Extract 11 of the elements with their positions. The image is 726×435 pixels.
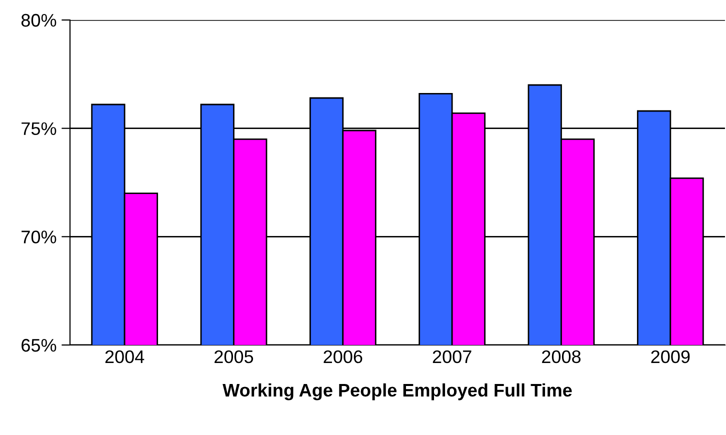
x-tick-label: 2005 [214, 350, 254, 364]
y-tick-label: 80% [21, 14, 56, 27]
x-tick-label: 2007 [432, 350, 472, 364]
y-tick-label: 70% [22, 230, 56, 244]
y-tick-label: 65% [22, 338, 56, 352]
x-tick-label: 2004 [105, 350, 144, 364]
x-tick-label: 2009 [651, 350, 690, 364]
x-tick-label: 2008 [542, 350, 581, 364]
x-axis-title: Working Age People Employed Full Time [222, 383, 572, 400]
y-tick-label: 75% [22, 122, 56, 136]
x-tick-label: 2006 [324, 350, 362, 364]
